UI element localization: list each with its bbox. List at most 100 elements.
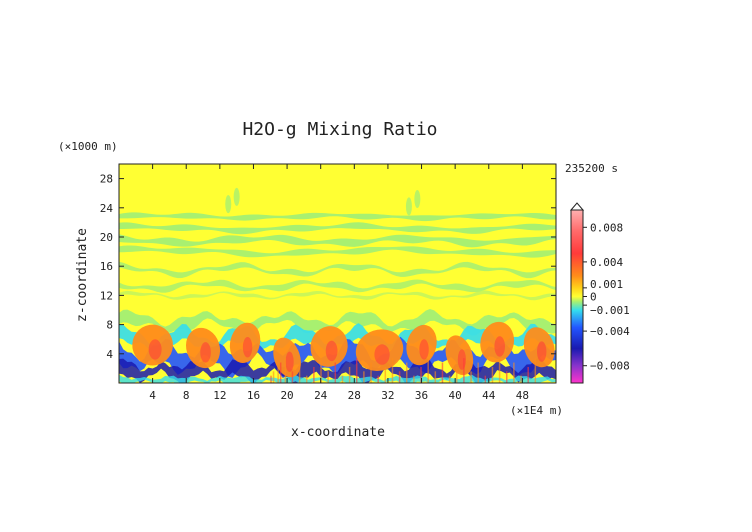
field-streak — [413, 375, 415, 383]
chart-title: H2O-g Mixing Ratio — [242, 119, 437, 140]
field-wisp — [405, 197, 412, 216]
field-streak — [463, 358, 465, 383]
colorbar-label: −0.004 — [590, 325, 630, 338]
field-streak — [363, 371, 365, 383]
field-streak — [491, 366, 494, 383]
field-streak — [334, 362, 337, 383]
field-streak — [477, 362, 479, 383]
field-plume-core — [374, 344, 390, 365]
x-tick-label: 8 — [183, 389, 190, 402]
colorbar-label: −0.008 — [590, 360, 630, 373]
field-band — [119, 261, 556, 279]
field-plume-core — [285, 351, 294, 373]
x-tick-label: 28 — [348, 389, 361, 402]
field-streak — [427, 358, 429, 383]
field-plume-core — [457, 349, 466, 370]
field-streak — [505, 371, 508, 383]
field-streak — [470, 371, 472, 383]
colorbar-label: 0 — [590, 291, 597, 304]
field-band — [119, 309, 556, 337]
y-tick-label: 12 — [100, 289, 113, 302]
field-band — [119, 234, 556, 248]
y-tick-label: 20 — [100, 231, 113, 244]
field-band — [119, 290, 556, 301]
x-tick-label: 20 — [280, 389, 293, 402]
x-tick-label: 36 — [415, 389, 428, 402]
field-streak — [327, 371, 329, 383]
y-axis: 4 8 12 16 20 24 28 — [100, 173, 556, 361]
field-plume-core — [325, 340, 338, 362]
field-streak — [484, 375, 487, 383]
x-unit-label: (×1E4 m) — [510, 404, 563, 417]
x-tick-label: 24 — [314, 389, 328, 402]
y-tick-label: 28 — [100, 173, 113, 186]
plot-frame — [118, 163, 557, 384]
colorbar-fill — [570, 209, 584, 384]
colorbar-label: 0.001 — [590, 278, 623, 291]
field-streak — [355, 358, 358, 383]
colorbar-label: 0.004 — [590, 256, 623, 269]
field-wisp — [233, 187, 240, 206]
field-streak — [377, 375, 379, 383]
field-band — [119, 245, 556, 258]
y-tick-label: 24 — [100, 202, 114, 215]
field-streak — [455, 366, 458, 383]
field-streak — [398, 371, 401, 383]
field-streak — [313, 366, 315, 383]
y-tick-label: 16 — [100, 260, 113, 273]
field-plume-core — [537, 341, 547, 362]
field-streak — [320, 358, 322, 383]
x-tick-label: 48 — [516, 389, 529, 402]
field-band — [119, 356, 556, 383]
field-streak — [513, 362, 515, 383]
time-label: 235200 s — [565, 162, 618, 175]
field-wisp — [225, 195, 232, 214]
field-streak — [441, 362, 444, 383]
field-streak — [405, 362, 408, 383]
field-plume-core — [494, 336, 505, 357]
field-streak — [298, 362, 301, 383]
field-streak — [291, 371, 294, 383]
field-streak — [448, 375, 451, 383]
colorbar-label: −0.001 — [590, 304, 630, 317]
field-band — [119, 222, 556, 235]
colorbar-top-arrow — [569, 202, 585, 211]
field-band — [119, 374, 556, 383]
x-tick-label: 32 — [381, 389, 394, 402]
field-streak — [370, 362, 372, 383]
field-streak — [527, 366, 529, 383]
field-plume-core — [148, 339, 162, 360]
x-tick-label: 44 — [482, 389, 496, 402]
field-streak — [498, 358, 501, 383]
y-tick-label: 4 — [106, 348, 113, 361]
field-streak — [534, 358, 537, 383]
field-wisp — [414, 190, 421, 209]
field-streak — [391, 358, 394, 383]
field-streak — [272, 371, 275, 383]
field-plume-core — [200, 342, 211, 363]
y-tick-label: 8 — [106, 319, 113, 332]
x-axis: 4 8 12 16 20 24 28 32 36 40 44 48 — [149, 164, 529, 402]
field-streak — [384, 366, 387, 383]
field-plume-core — [419, 339, 429, 360]
field-streak — [279, 362, 282, 383]
x-tick-label: 4 — [149, 389, 156, 402]
field-band — [119, 212, 556, 222]
field-streak — [305, 375, 308, 383]
x-axis-label: x-coordinate — [291, 425, 385, 440]
field-streak — [341, 375, 344, 383]
x-tick-label: 16 — [247, 389, 260, 402]
colorbar-label: 0.008 — [590, 221, 623, 234]
field-streak — [348, 366, 351, 383]
y-axis-label: z-coordinate — [75, 228, 90, 322]
field-streak — [284, 358, 287, 383]
field-streak — [277, 366, 279, 383]
x-tick-label: 40 — [449, 389, 462, 402]
field-band — [119, 279, 556, 293]
field-streak — [270, 375, 272, 383]
field-streak — [520, 375, 522, 383]
y-unit-label: (×1000 m) — [58, 140, 118, 153]
